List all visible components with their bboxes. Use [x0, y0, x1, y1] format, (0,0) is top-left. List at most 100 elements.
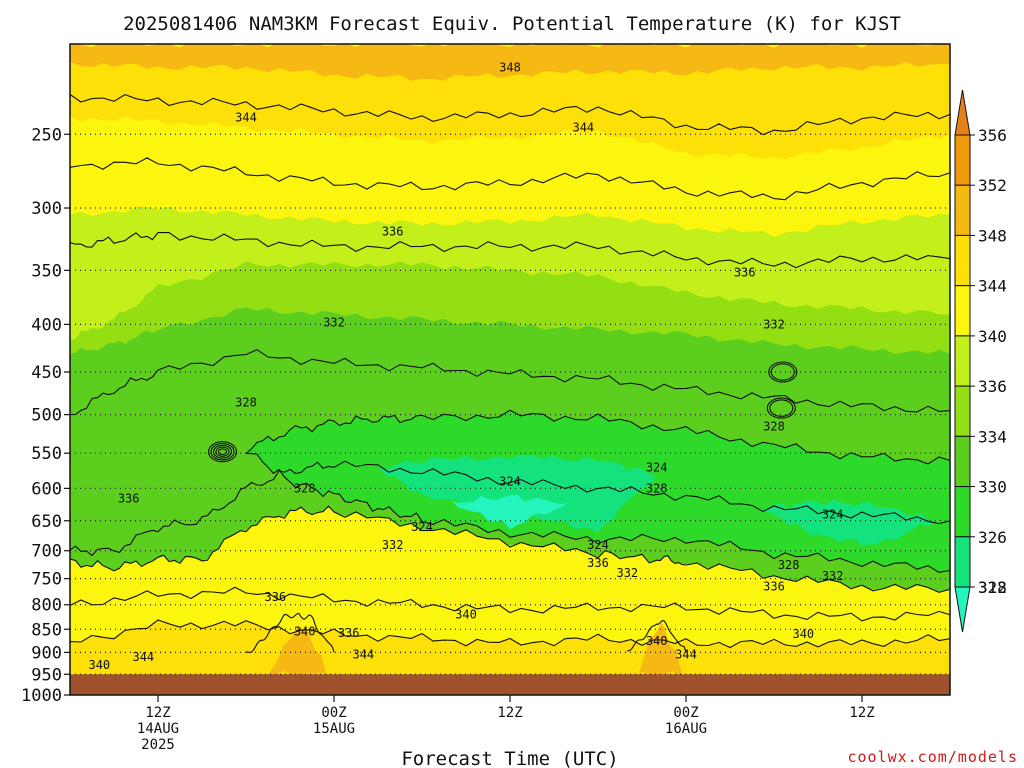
colorbar-extend-top [954, 89, 971, 136]
colorbar-segment [954, 536, 971, 588]
closed-contour [215, 446, 230, 457]
x-tick-label: 12Z [497, 705, 522, 721]
theta-e-zone-340 [70, 116, 950, 238]
y-tick-label: 600 [31, 479, 62, 499]
colorbar-segment [954, 435, 971, 488]
y-tick-label: 900 [31, 643, 62, 663]
contour-label: 336 [734, 266, 756, 280]
y-tick-label: 300 [31, 199, 62, 219]
theta-e-zone-334 [70, 261, 950, 355]
contour-label: 332 [763, 317, 785, 331]
colorbar-label: 318 [978, 578, 1007, 597]
terrain-fill [70, 674, 950, 695]
closed-contour [766, 397, 796, 419]
colorbar-segment [954, 285, 971, 337]
colorbar-label: 326 [978, 528, 1007, 547]
theta-e-zone-322 [759, 499, 936, 546]
y-tick-label: 550 [31, 444, 62, 464]
closed-contour [207, 441, 238, 463]
colorbar-segment [954, 134, 971, 186]
x-tick-label: 12Z [849, 705, 874, 721]
chart-title: 2025081406 NAM3KM Forecast Equiv. Potent… [123, 13, 901, 35]
closed-contour [768, 361, 798, 383]
contour-line [70, 93, 950, 136]
x-tick-label: 14AUG [137, 721, 179, 737]
y-tick-label: 650 [31, 512, 62, 532]
theta-e-zone-348 [639, 622, 684, 678]
x-tick-label: 00Z [673, 705, 698, 721]
y-tick-label: 250 [31, 125, 62, 145]
contour-label: 332 [323, 315, 345, 329]
y-tick-label: 750 [31, 570, 62, 590]
y-tick-label: 450 [31, 363, 62, 383]
contour-label: 336 [382, 225, 404, 239]
theta-e-zone-348 [70, 44, 950, 81]
x-tick-label: 2025 [141, 737, 175, 753]
contour-line [70, 349, 950, 416]
contour-label: 336 [587, 556, 609, 570]
contour-line [70, 157, 950, 201]
credit-text: coolwx.com/models [847, 748, 1018, 766]
contour-label: 324 [646, 461, 668, 475]
contour-line [70, 231, 950, 269]
contour-label: 348 [499, 61, 521, 75]
y-tick-label: 950 [31, 665, 62, 685]
contour-label: 324 [411, 520, 433, 534]
contour-label: 344 [235, 111, 257, 125]
theta-e-zone-344 [70, 62, 950, 160]
colorbar-label: 340 [978, 327, 1007, 346]
y-tick-label: 700 [31, 542, 62, 562]
contour-line [70, 505, 950, 593]
colorbar-segment [954, 184, 971, 236]
theta-e-zone-348 [268, 625, 329, 677]
plot-area: 348 344 344 336 336 332 332 328 328 324 324 324 328 3… [70, 44, 950, 695]
colorbar-segment [954, 385, 971, 437]
y-tick-label: 850 [31, 620, 62, 640]
colorbar-label: 330 [978, 478, 1007, 497]
contour-label: 340 [792, 627, 814, 641]
colorbar-label: 344 [978, 277, 1007, 296]
contour-label: 340 [455, 608, 477, 622]
theta-e-zone-318 [451, 494, 569, 530]
y-tick-label: 350 [31, 261, 62, 281]
contour-label: 336 [118, 491, 140, 505]
theta-e-zone-336 [70, 206, 950, 341]
contour-label: 324 [499, 475, 521, 489]
contour-label: 340 [88, 658, 110, 672]
colorbar-label: 352 [978, 176, 1007, 195]
colorbar-label: 356 [978, 126, 1007, 145]
y-tick-label: 400 [31, 315, 62, 335]
contour-label: 336 [264, 590, 286, 604]
x-tick-label: 15AUG [313, 721, 355, 737]
y-tick-label: 1000 [21, 686, 62, 706]
contour-line [70, 586, 950, 622]
x-tick-label: 12Z [145, 705, 170, 721]
colorbar-segment [954, 486, 971, 538]
closed-contour [770, 363, 795, 381]
contour-line [245, 612, 335, 654]
colorbar-label: 336 [978, 377, 1007, 396]
contour-label: 340 [646, 634, 668, 648]
contour-label: 324 [822, 507, 844, 521]
contour-label: 344 [132, 650, 154, 664]
colorbar-label: 322 [978, 578, 1007, 597]
contour-label: 328 [294, 481, 316, 495]
x-tick-label: 16AUG [665, 721, 707, 737]
contour-label: 336 [763, 580, 785, 594]
colorbar-segment [954, 234, 971, 287]
y-tick-label: 800 [31, 596, 62, 616]
y-tick-label: 500 [31, 406, 62, 426]
contour-label: 340 [294, 625, 316, 639]
theta-e-zone-340 [70, 507, 950, 647]
contour-label: 328 [646, 481, 668, 495]
contour-label: 332 [822, 569, 844, 583]
axes: 250 300 350 400 450 500 550 600 650 700 750 800 850 9… [21, 43, 951, 753]
contour-label: 328 [763, 420, 785, 434]
contour-label: 344 [572, 121, 594, 135]
plot-inner: 348 344 344 336 336 332 332 328 328 324 324 324 328 3… [70, 44, 950, 695]
closed-contour [212, 444, 233, 459]
colorbar-segment [954, 335, 971, 387]
colorbar-label: 348 [978, 226, 1007, 245]
contour-line [70, 619, 950, 649]
